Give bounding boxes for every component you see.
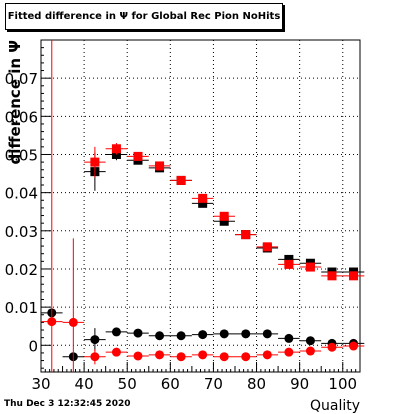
timestamp: Thu Dec 3 12:32:45 2020 — [4, 399, 131, 409]
data-point — [176, 331, 186, 341]
y-tick-label: 0.01 — [5, 299, 38, 317]
x-tick-label: 30 — [31, 375, 50, 393]
data-point — [176, 175, 186, 185]
x-tick-label: 80 — [247, 375, 266, 393]
data-point — [219, 211, 229, 221]
x-tick-label: 70 — [204, 375, 223, 393]
y-tick-label: 0.02 — [5, 261, 38, 279]
data-point — [133, 328, 143, 338]
data-point — [90, 335, 100, 345]
data-point — [198, 198, 208, 208]
chart-title: Fitted difference in Ψ for Global Rec Pi… — [5, 3, 283, 30]
data-point — [284, 259, 294, 269]
series-3 — [41, 40, 365, 372]
y-tick-label: 0.06 — [5, 108, 38, 126]
data-point — [90, 352, 100, 362]
y-tick-label: 0.03 — [5, 223, 38, 241]
data-point — [327, 271, 337, 281]
data-point — [305, 336, 315, 346]
data-point — [176, 352, 186, 362]
series-2 — [41, 308, 365, 362]
x-tick-label: 40 — [75, 375, 94, 393]
data-point — [262, 242, 272, 252]
data-point — [284, 333, 294, 343]
data-point — [305, 346, 315, 356]
data-point — [219, 216, 229, 226]
data-point — [241, 352, 251, 362]
data-point — [219, 329, 229, 339]
data-points — [41, 40, 365, 372]
data-point — [68, 317, 78, 327]
axis-ticks — [40, 39, 361, 372]
data-point — [262, 350, 272, 360]
x-tick-label: 90 — [290, 375, 309, 393]
data-point — [198, 193, 208, 203]
data-point — [262, 329, 272, 339]
data-point — [198, 350, 208, 360]
data-point — [305, 262, 315, 272]
y-tick-label: 0.07 — [5, 70, 38, 88]
data-point — [155, 161, 165, 171]
data-point — [327, 342, 337, 352]
data-point — [241, 329, 251, 339]
data-point — [111, 327, 121, 337]
data-point — [111, 347, 121, 357]
y-axis-label: difference in Ψ — [6, 40, 24, 165]
y-tick-label: 0.05 — [5, 146, 38, 164]
x-tick-label: 50 — [118, 375, 137, 393]
x-tick-label: 60 — [161, 375, 180, 393]
axis-labels: 30 40 50 60 70 80 90 100 0 0.01 0.02 0.03 0.04 0.05 0.… — [5, 40, 360, 414]
data-point — [349, 271, 359, 281]
data-point — [219, 352, 229, 362]
data-point — [284, 347, 294, 357]
x-axis-label: Quality — [310, 398, 360, 414]
data-point — [349, 341, 359, 351]
series-1 — [84, 143, 365, 281]
data-point — [198, 330, 208, 340]
data-point — [133, 351, 143, 361]
data-point — [284, 254, 294, 264]
data-point — [155, 331, 165, 341]
data-point — [155, 350, 165, 360]
x-tick-label: 100 — [328, 375, 357, 393]
y-tick-label: 0.04 — [5, 185, 38, 203]
data-point — [90, 157, 100, 167]
data-point — [111, 144, 121, 154]
data-point — [133, 151, 143, 161]
data-point — [47, 317, 57, 327]
y-tick-label: 0 — [28, 337, 38, 355]
data-point — [241, 230, 251, 240]
